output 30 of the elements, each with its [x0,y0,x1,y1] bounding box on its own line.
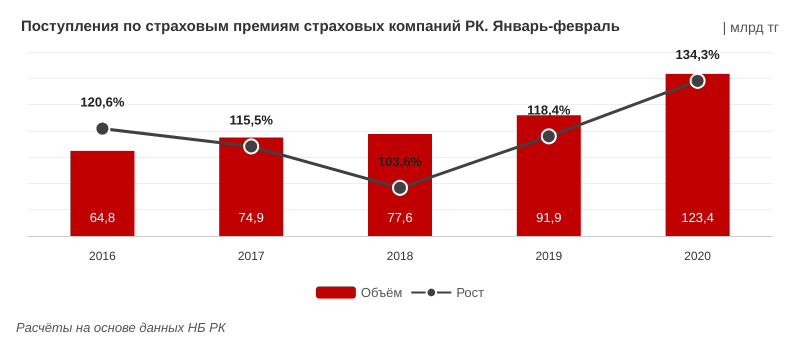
x-tick-label: 2018 [386,249,414,263]
point [94,120,110,137]
data-label: 77,6 [387,210,413,225]
text: Расчёты на основе данных НБ РК [16,320,227,335]
data-label: 103,6% [378,154,422,169]
bar [666,74,730,236]
data-label: 115,5% [230,112,274,128]
data-label: 118,4% [527,102,571,118]
data-label: 134,3% [676,46,720,62]
point [690,72,706,89]
data-label: 91,9 [536,210,562,225]
point [540,128,557,144]
x-tick-label: 2016 [89,249,116,263]
point [392,180,408,196]
bar [70,150,134,236]
data-label: 123,4 [681,210,714,225]
chart-title: Поступления по страховым премиям страховых компаний РК. Январь-февраль [21,18,620,35]
legend-label: Рост [456,285,484,300]
data-label: 74,9 [238,210,264,225]
bar [368,134,432,236]
bar [516,115,581,236]
x-tick-label: 2019 [535,249,562,263]
data-label: 120,6% [80,94,125,110]
data-label: 64,8 [90,210,116,225]
x-tick-label: 2020 [684,249,712,263]
x-tick-label: 2017 [238,249,265,263]
chart-subtitle: | млрд тг [722,19,780,35]
point [243,138,260,154]
bar [219,138,284,236]
legend-label: Объём [360,285,402,300]
